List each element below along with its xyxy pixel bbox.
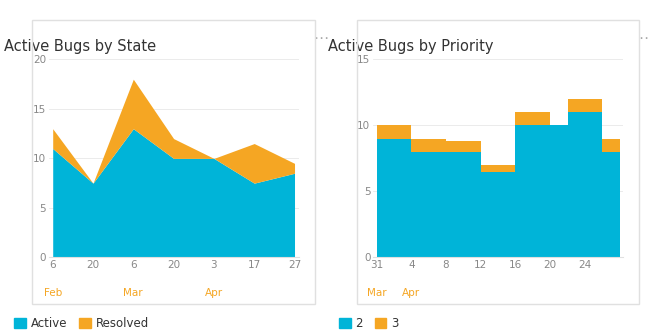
Text: ⋯: ⋯: [638, 31, 649, 46]
Text: ⋯: ⋯: [313, 31, 328, 46]
Legend: Active, Resolved: Active, Resolved: [10, 312, 154, 330]
Text: Feb: Feb: [43, 288, 62, 298]
Text: Active Bugs by Priority: Active Bugs by Priority: [328, 39, 494, 54]
Legend: 2, 3: 2, 3: [334, 312, 403, 330]
Text: Apr: Apr: [402, 288, 421, 298]
Text: Active Bugs by State: Active Bugs by State: [4, 39, 156, 54]
Text: Mar: Mar: [367, 288, 386, 298]
Text: Mar: Mar: [123, 288, 143, 298]
Text: Apr: Apr: [205, 288, 223, 298]
